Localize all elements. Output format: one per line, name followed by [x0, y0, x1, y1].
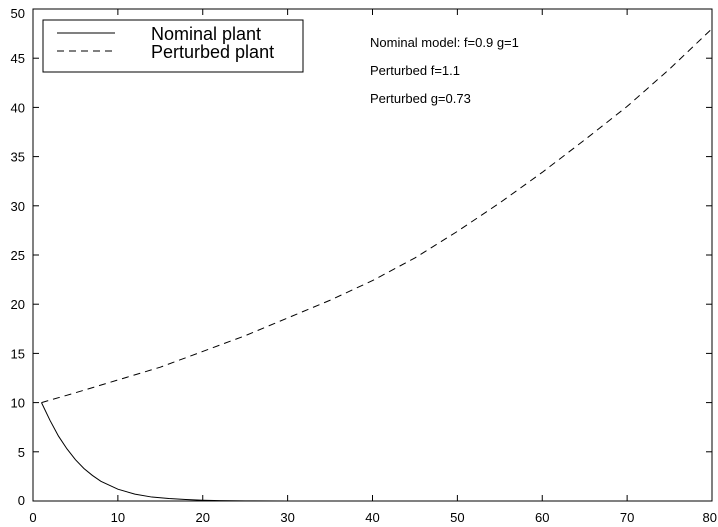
x-tick-label: 70: [620, 510, 634, 525]
series-line-nominal-plant: [41, 402, 288, 502]
x-tick-label: 50: [450, 510, 464, 525]
plot-area: 0 10 20 30 40 50 60 70 80 0 5 10 15 20 25 30 35 40 45 50 Nom…: [11, 6, 717, 525]
y-tick-label: 0: [18, 493, 25, 508]
annotation-text: Perturbed f=1.1: [370, 63, 460, 78]
x-tick-label: 10: [111, 510, 125, 525]
y-tick-label: 15: [11, 346, 25, 361]
x-tick-label: 0: [29, 510, 36, 525]
plot-frame: [32, 8, 713, 502]
annotation-text: Nominal model: f=0.9 g=1: [370, 35, 519, 50]
y-tick-label: 40: [11, 100, 25, 115]
x-tick-label: 40: [365, 510, 379, 525]
x-tick-label: 60: [535, 510, 549, 525]
legend: [42, 19, 304, 73]
y-tick-label: 30: [11, 199, 25, 214]
legend-label: Nominal plant: [151, 24, 261, 44]
series-line-perturbed-plant: [41, 28, 713, 404]
x-tick-label: 20: [196, 510, 210, 525]
x-tick-label: 80: [703, 510, 717, 525]
y-tick-label: 10: [11, 396, 25, 411]
y-tick-label: 45: [11, 51, 25, 66]
y-tick-label: 35: [11, 150, 25, 165]
y-tick-label: 5: [18, 445, 25, 460]
y-tick-label: 50: [11, 6, 25, 21]
legend-label: Perturbed plant: [151, 42, 274, 62]
x-tick-label: 30: [280, 510, 294, 525]
y-tick-label: 20: [11, 297, 25, 312]
annotation-text: Perturbed g=0.73: [370, 91, 471, 106]
y-tick-label: 25: [11, 248, 25, 263]
